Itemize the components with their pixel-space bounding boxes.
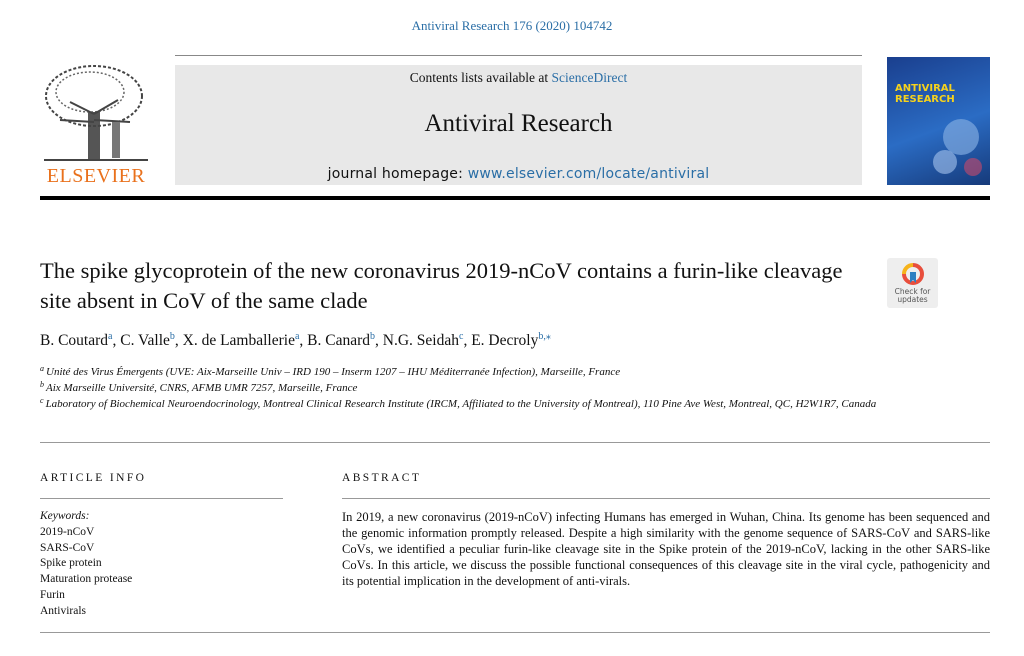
article-info-heading: ARTICLE INFO xyxy=(40,472,147,484)
affiliation-mark: a xyxy=(40,364,44,373)
contents-prefix: Contents lists available at xyxy=(409,70,552,85)
homepage-prefix: journal homepage: xyxy=(327,166,468,182)
journal-cover[interactable]: ANTIVIRAL RESEARCH xyxy=(887,57,990,185)
authors: B. CoutardaC. VallebX. de LamballerieaB.… xyxy=(40,332,551,350)
check-updates-badge[interactable]: Check for updates xyxy=(887,258,938,308)
author-name: C. Valle xyxy=(120,332,170,349)
author-name: E. Decroly xyxy=(471,332,539,349)
author: B. Canardb xyxy=(307,331,383,350)
contents-line: Contents lists available at ScienceDirec… xyxy=(175,70,862,86)
affiliation: a Unité des Virus Émergents (UVE: Aix-Mar… xyxy=(40,364,880,380)
affiliation-mark: c xyxy=(40,396,44,405)
author-name: X. de Lamballerie xyxy=(182,332,295,349)
keyword: SARS-CoV xyxy=(40,541,95,554)
keyword: Spike protein xyxy=(40,557,102,570)
author-affiliation-mark[interactable]: b xyxy=(169,331,175,342)
badge-icon xyxy=(902,263,924,285)
author: E. Decrolyb,⁎ xyxy=(471,331,551,350)
author-affiliation-mark[interactable]: a xyxy=(108,331,113,342)
citation[interactable]: Antiviral Research 176 (2020) 104742 xyxy=(411,18,613,33)
header-rule xyxy=(175,55,862,56)
homepage-line: journal homepage: www.elsevier.com/locat… xyxy=(175,166,862,182)
author-name: B. Canard xyxy=(307,332,371,349)
sciencedirect-link[interactable]: ScienceDirect xyxy=(551,70,628,85)
badge-text: Check for updates xyxy=(894,287,931,304)
author-affiliation-mark[interactable]: c xyxy=(458,331,464,342)
keyword: 2019-nCoV xyxy=(40,525,95,538)
banner-rule xyxy=(40,196,990,200)
abstract-rule xyxy=(342,498,990,499)
cover-title: ANTIVIRAL RESEARCH xyxy=(895,83,955,105)
publisher-logo xyxy=(44,65,148,161)
author-name: N.G. Seidah xyxy=(382,332,459,349)
affiliation-mark: b xyxy=(40,380,44,389)
cover-art xyxy=(933,119,982,176)
info-rule xyxy=(40,498,283,499)
affiliation-text: Unité des Virus Émergents (UVE: Aix-Mars… xyxy=(46,366,621,378)
section-rule xyxy=(40,442,990,443)
author: X. de Lamballeriea xyxy=(182,331,308,350)
author: C. Valleb xyxy=(120,331,182,350)
abstract-text: In 2019, a new coronavirus (2019-nCoV) i… xyxy=(342,510,990,588)
journal-banner: Contents lists available at ScienceDirec… xyxy=(175,65,862,185)
bottom-rule xyxy=(40,632,990,633)
keyword: Maturation protease xyxy=(40,573,133,586)
abstract-heading: ABSTRACT xyxy=(342,472,422,484)
author-affiliation-mark[interactable]: b xyxy=(370,331,376,342)
author: N.G. Seidahc xyxy=(382,331,471,350)
author: B. Coutarda xyxy=(40,331,120,350)
affiliation-text: Aix Marseille Université, CNRS, AFMB UMR… xyxy=(46,382,358,394)
author-name: B. Coutard xyxy=(40,332,109,349)
article-title: The spike glycoprotein of the new corona… xyxy=(40,258,843,313)
keywords-label: Keywords: xyxy=(40,510,90,522)
journal-name: Antiviral Research xyxy=(424,110,613,137)
author-affiliation-mark[interactable]: a xyxy=(294,331,300,342)
publisher-name: ELSEVIER xyxy=(46,165,146,187)
affiliation: b Aix Marseille Université, CNRS, AFMB UM… xyxy=(40,380,880,396)
keyword: Antivirals xyxy=(40,604,86,617)
keywords: Keywords: 2019-nCoV SARS-CoV Spike protein… xyxy=(40,509,132,620)
homepage-link[interactable]: www.elsevier.com/locate/antiviral xyxy=(467,166,710,182)
affiliation-text: Laboratory of Biochemical Neuroendocrino… xyxy=(45,398,877,410)
affiliations: a Unité des Virus Émergents (UVE: Aix-Mar… xyxy=(40,364,880,412)
keyword: Furin xyxy=(40,588,65,601)
author-affiliation-mark[interactable]: b,⁎ xyxy=(538,331,551,342)
affiliation: c Laboratory of Biochemical Neuroendocrin… xyxy=(40,396,880,412)
